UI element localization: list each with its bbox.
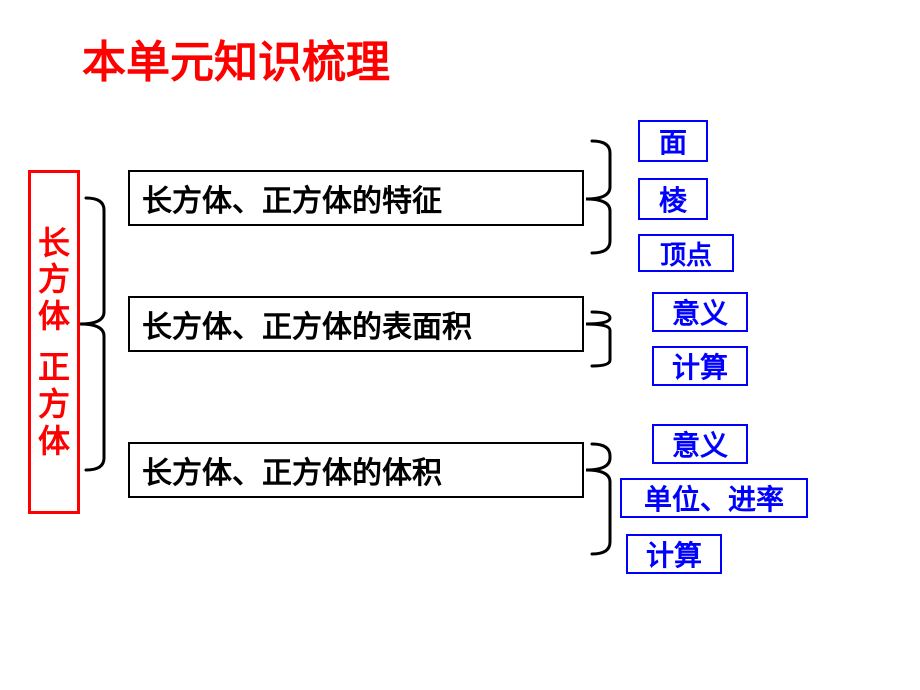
leaf-node-label: 棱	[659, 179, 687, 219]
main-node-0: 长方体、正方体的特征	[128, 170, 584, 226]
main-node-label: 长方体、正方体的特征	[142, 176, 442, 220]
leaf-node-label: 意义	[672, 424, 728, 464]
root-label: 长方体 正方体	[38, 225, 70, 460]
leaf-node-label: 计算	[646, 534, 702, 574]
leaf-node-0: 面	[638, 120, 708, 162]
main-node-2: 长方体、正方体的体积	[128, 442, 584, 498]
leaf-node-7: 计算	[626, 534, 722, 574]
leaf-node-3: 意义	[652, 292, 748, 332]
main-node-label: 长方体、正方体的表面积	[142, 302, 472, 346]
leaf-node-label: 顶点	[660, 235, 712, 272]
leaf-node-4: 计算	[652, 346, 748, 386]
root-node: 长方体 正方体	[28, 170, 80, 514]
leaf-node-5: 意义	[652, 424, 748, 464]
leaf-node-2: 顶点	[638, 234, 734, 272]
page-title: 本单元知识梳理	[82, 26, 390, 90]
leaf-node-label: 面	[659, 121, 687, 161]
leaf-node-label: 单位、进率	[644, 478, 784, 518]
leaf-node-6: 单位、进率	[620, 478, 808, 518]
leaf-node-label: 意义	[672, 292, 728, 332]
main-node-label: 长方体、正方体的体积	[142, 448, 442, 492]
leaf-node-1: 棱	[638, 178, 708, 220]
main-node-1: 长方体、正方体的表面积	[128, 296, 584, 352]
leaf-node-label: 计算	[672, 346, 728, 386]
